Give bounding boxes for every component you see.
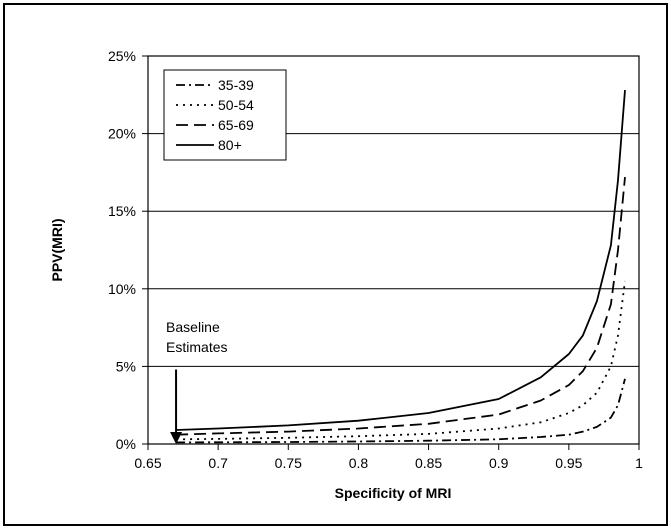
x-tick-label: 0.65 <box>134 455 161 471</box>
legend: 35-39 50-54 65-69 80+ <box>163 69 287 161</box>
y-axis-label: PPV(MRI) <box>49 219 65 282</box>
x-tick-label: 0.9 <box>489 455 509 471</box>
legend-label: 80+ <box>218 137 242 153</box>
legend-label: 65-69 <box>218 117 254 133</box>
y-axis-ticks: 0% 5% 10% 15% 20% 25% <box>108 48 148 452</box>
x-tick-label: 0.8 <box>349 455 369 471</box>
annotation-arrow-head <box>170 432 183 444</box>
y-tick-label: 5% <box>116 358 136 374</box>
series-lines <box>176 90 626 444</box>
y-tick-label: 10% <box>108 281 136 297</box>
x-tick-label: 0.85 <box>415 455 442 471</box>
series-line-80+ <box>176 90 626 431</box>
plot-area <box>147 55 640 445</box>
x-tick-label: 0.95 <box>555 455 582 471</box>
x-tick-label: 0.7 <box>208 455 228 471</box>
outer-border <box>3 3 668 526</box>
series-line-35-39 <box>176 378 626 444</box>
x-tick-label: 1 <box>635 455 643 471</box>
x-axis-label: Specificity of MRI <box>335 485 452 501</box>
x-tick-label: 0.75 <box>275 455 302 471</box>
annotation-text: Estimates <box>166 339 227 355</box>
x-axis-ticks: 0.65 0.7 0.75 0.8 0.85 0.9 0.95 1 <box>134 444 643 471</box>
y-tick-label: 0% <box>116 436 136 452</box>
series-line-50-54 <box>176 280 626 441</box>
legend-label: 35-39 <box>218 77 254 93</box>
y-tick-label: 20% <box>108 126 136 142</box>
legend-label: 50-54 <box>218 97 254 113</box>
annotation-text: Baseline <box>166 319 220 335</box>
y-tick-label: 15% <box>108 203 136 219</box>
series-line-65-69 <box>176 177 626 436</box>
baseline-annotation: Baseline Estimates <box>166 319 228 444</box>
y-tick-label: 25% <box>108 48 136 64</box>
